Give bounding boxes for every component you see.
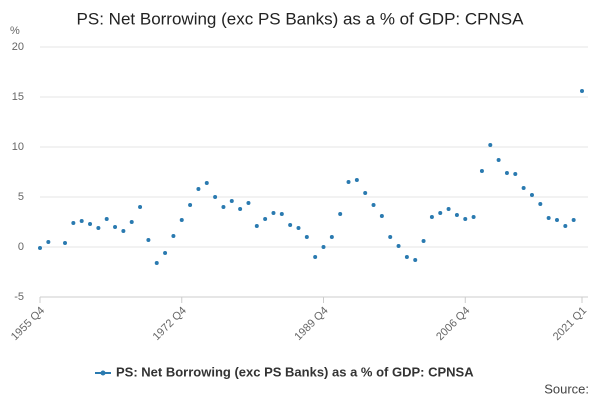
data-point [413, 258, 418, 262]
x-tick-label: 2021 Q1 [551, 305, 589, 343]
data-point [188, 203, 193, 207]
data-point [71, 221, 76, 225]
data-point [163, 251, 168, 255]
data-point [546, 216, 551, 220]
data-point [246, 201, 251, 205]
data-point [213, 195, 218, 199]
data-point [396, 244, 401, 248]
data-point [388, 235, 393, 239]
chart-title: PS: Net Borrowing (exc PS Banks) as a % … [77, 9, 525, 28]
data-point [38, 246, 42, 250]
data-point [138, 205, 143, 209]
y-tick-label: 5 [18, 191, 24, 203]
x-tick-label: 1955 Q4 [9, 305, 47, 343]
data-point [404, 255, 409, 259]
data-point [238, 207, 243, 211]
data-point [263, 217, 268, 221]
data-point [446, 207, 451, 211]
source: Source: [544, 381, 589, 396]
y-tick-label: 20 [12, 41, 24, 53]
data-point [121, 229, 126, 233]
data-point [96, 226, 101, 230]
data-point [46, 240, 51, 244]
x-tick-label: 1972 Q4 [151, 305, 189, 343]
data-point [488, 143, 493, 147]
data-point [288, 223, 293, 227]
data-point [171, 234, 176, 238]
data-point [113, 225, 118, 229]
data-point [571, 218, 576, 222]
data-point [513, 172, 518, 176]
data-point [204, 181, 209, 185]
data-point [454, 213, 459, 217]
data-point [321, 245, 326, 249]
data-point [79, 219, 84, 223]
legend-marker [100, 370, 106, 376]
data-point [563, 224, 568, 228]
y-tick-label: -5 [14, 291, 24, 303]
x-tick-label: 1989 Q4 [292, 305, 330, 343]
data-point [479, 169, 484, 173]
data-point [554, 218, 559, 222]
data-point [438, 211, 443, 215]
data-point [338, 212, 343, 216]
data-point [88, 222, 93, 226]
data-point [146, 238, 151, 242]
data-point [63, 241, 68, 245]
data-point [179, 218, 184, 222]
data-point [471, 215, 476, 219]
data-point [304, 235, 309, 239]
legend-label: PS: Net Borrowing (exc PS Banks) as a % … [116, 364, 474, 379]
data-point [496, 158, 501, 162]
data-point [379, 214, 384, 218]
data-point [538, 202, 543, 206]
data-point [429, 215, 434, 219]
data-point [279, 212, 284, 216]
data-point [529, 193, 534, 197]
y-axis-label: % [10, 25, 20, 37]
data-point [346, 180, 351, 184]
data-point [354, 178, 359, 182]
data-point [221, 205, 226, 209]
data-point [580, 89, 584, 93]
data-point [296, 226, 301, 230]
data-point [254, 224, 259, 228]
x-tick-label: 2006 Q4 [434, 305, 472, 343]
data-point [271, 211, 276, 215]
data-point [104, 217, 109, 221]
data-point [463, 217, 468, 221]
data-point [363, 191, 368, 195]
data-point [313, 255, 318, 259]
data-point [521, 186, 526, 190]
data-point [371, 203, 376, 207]
data-point [329, 235, 334, 239]
y-tick-label: 15 [12, 91, 24, 103]
data-point [229, 199, 234, 203]
data-point [129, 220, 134, 224]
y-tick-label: 10 [12, 141, 24, 153]
data-point [154, 261, 159, 265]
data-point [504, 171, 509, 175]
y-tick-label: 0 [18, 241, 24, 253]
data-point [196, 187, 201, 191]
data-point [421, 239, 426, 243]
